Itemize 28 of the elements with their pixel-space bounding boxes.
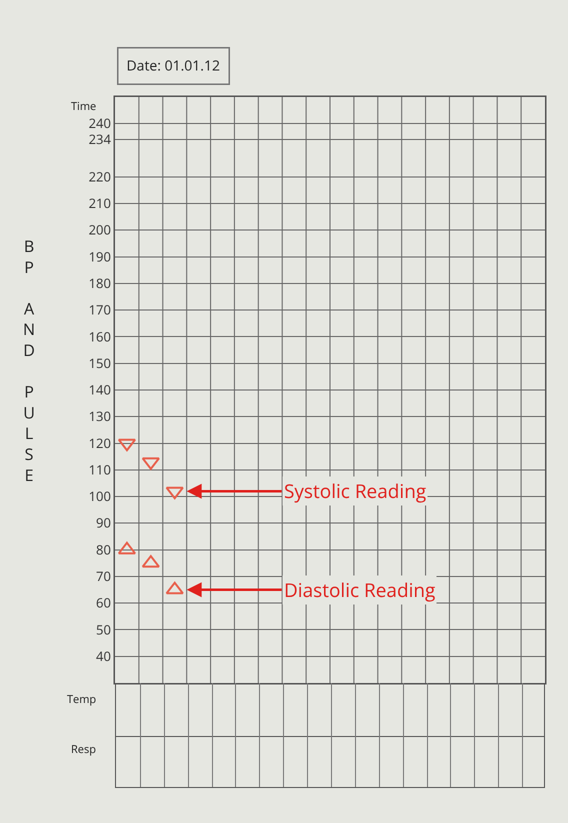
- text: Resp: [71, 742, 96, 757]
- y-tick-label: 220: [88, 167, 111, 186]
- y-tick-label: 234: [88, 130, 112, 148]
- y-tick-label: 140: [88, 380, 111, 399]
- y-tick-label: 200: [88, 220, 111, 239]
- y-tick-label: 70: [96, 567, 111, 585]
- y-tick-label: 110: [88, 460, 111, 478]
- text: Time: [71, 99, 96, 114]
- y-tick-label: 90: [96, 514, 111, 532]
- y-tick-label: 150: [88, 354, 111, 372]
- y-tick-label: 190: [88, 247, 111, 266]
- y-tick-label: 60: [96, 594, 111, 612]
- y-tick-label: 100: [88, 487, 111, 506]
- y-tick-label: 120: [88, 434, 111, 452]
- text: BP AND PULSE: [23, 235, 36, 486]
- y-tick-label: 210: [88, 194, 111, 212]
- text: Diastolic Reading: [284, 577, 436, 603]
- y-tick-label: 170: [88, 300, 111, 319]
- y-tick-label: 40: [96, 646, 111, 665]
- y-tick-label: 130: [88, 407, 111, 426]
- y-tick-label: 80: [96, 540, 111, 558]
- text: Date: 01.01.12: [126, 56, 220, 76]
- y-tick-label: 180: [88, 274, 111, 292]
- y-tick-label: 50: [96, 620, 111, 638]
- text: Temp: [67, 692, 96, 707]
- text: Systolic Reading: [284, 478, 426, 504]
- y-tick-label: 240: [88, 114, 111, 132]
- y-tick-label: 160: [88, 327, 111, 346]
